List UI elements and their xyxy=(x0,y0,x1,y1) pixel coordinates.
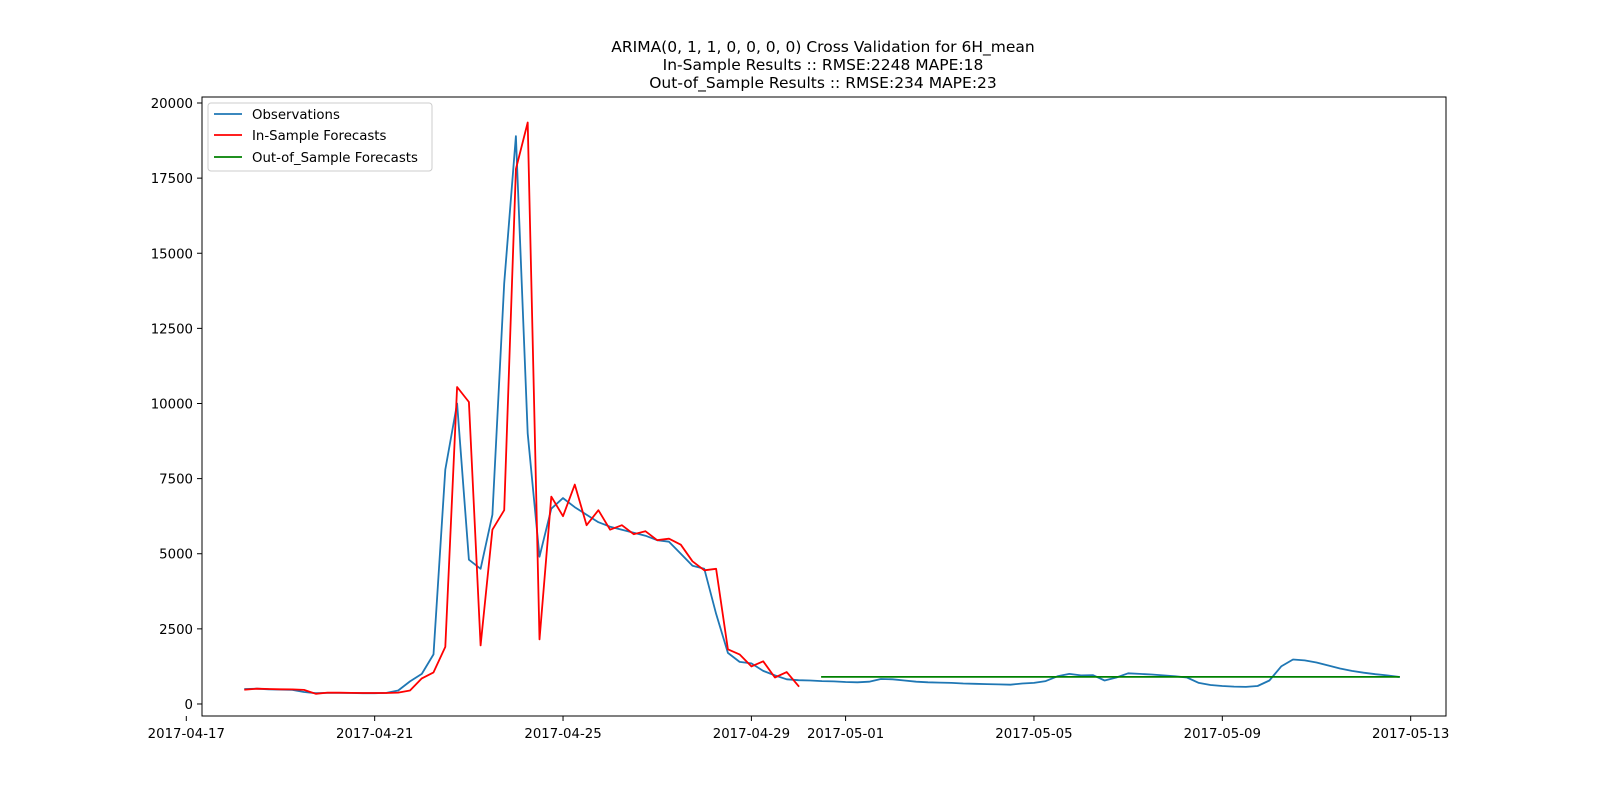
x-tick-label: 2017-04-17 xyxy=(148,727,225,742)
y-tick-label: 17500 xyxy=(151,172,193,187)
y-axis: 0 2500 5000 7500 10000 12500 15000 17500 20000 xyxy=(151,97,202,713)
x-tick-label: 2017-05-13 xyxy=(1372,727,1449,742)
y-tick-label: 10000 xyxy=(151,397,193,412)
y-tick-label: 5000 xyxy=(159,548,193,563)
legend-box xyxy=(207,102,433,172)
x-tick-label: 2017-04-29 xyxy=(713,727,790,742)
y-tick-label: 7500 xyxy=(159,473,193,488)
plot-lines xyxy=(244,121,1400,695)
chart-title-line-1: ARIMA(0, 1, 1, 0, 0, 0, 0) Cross Validat… xyxy=(611,38,1034,57)
y-tick-label: 20000 xyxy=(151,97,193,112)
chart-title: ARIMA(0, 1, 1, 0, 0, 0, 0) Cross Validat… xyxy=(611,38,1034,93)
series-line-observations xyxy=(244,135,1400,695)
legend-label-out-of-sample: Out-of_Sample Forecasts xyxy=(252,151,418,166)
chart-title-line-3: Out-of_Sample Results :: RMSE:234 MAPE:2… xyxy=(649,74,997,93)
x-tick-label: 2017-05-05 xyxy=(995,727,1072,742)
x-tick-label: 2017-05-09 xyxy=(1184,727,1261,742)
x-axis: 2017-04-17 2017-04-21 2017-04-25 2017-04-29… xyxy=(148,716,1449,742)
legend-entry-out-of-sample: Out-of_Sample Forecasts xyxy=(214,151,418,166)
legend: Observations In-Sample Forecasts Out-of_… xyxy=(207,102,433,172)
x-tick-label: 2017-04-25 xyxy=(524,727,601,742)
legend-label-in-sample: In-Sample Forecasts xyxy=(252,129,386,144)
plot-frame xyxy=(201,96,1447,717)
y-tick-label: 12500 xyxy=(151,322,193,337)
y-tick-label: 0 xyxy=(185,698,193,713)
legend-entry-in-sample: In-Sample Forecasts xyxy=(214,129,386,144)
y-tick-label: 15000 xyxy=(151,247,193,262)
legend-entry-observations: Observations xyxy=(214,108,340,123)
x-tick-label: 2017-04-21 xyxy=(336,727,413,742)
chart-title-line-2: In-Sample Results :: RMSE:2248 MAPE:18 xyxy=(663,56,984,74)
legend-label-observations: Observations xyxy=(252,108,340,123)
x-tick-label: 2017-05-01 xyxy=(807,727,884,742)
series-line-in-sample-forecasts xyxy=(244,121,800,695)
y-tick-label: 2500 xyxy=(159,623,193,638)
